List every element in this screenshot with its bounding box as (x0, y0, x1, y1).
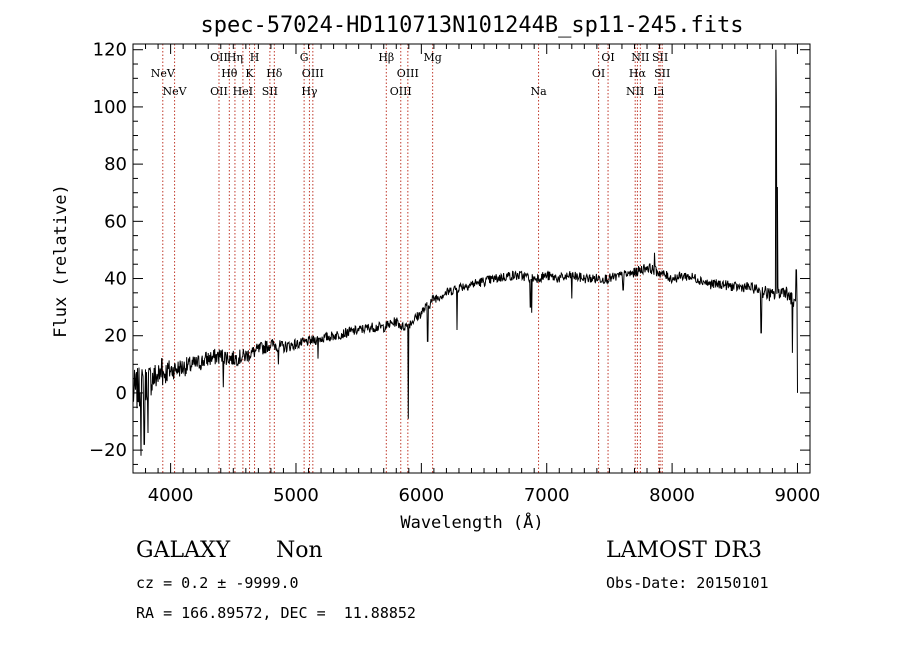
obs-date: Obs-Date: 20150101 (606, 574, 769, 592)
y-tick-label: 100 (93, 97, 127, 118)
line-marker-label: SII (654, 67, 670, 80)
object-subclass: Non (276, 538, 323, 563)
line-marker-label: NeV (163, 85, 188, 98)
line-marker-label: OI (601, 51, 614, 64)
line-marker-label: OI (592, 67, 605, 80)
x-tick-label: 4000 (148, 485, 194, 506)
y-tick-label: 80 (104, 154, 127, 175)
chart-title: spec-57024-HD110713N101244B_sp11-245.fit… (200, 13, 743, 38)
line-marker-label: Hθ (221, 67, 238, 80)
line-marker-label: Na (530, 85, 547, 98)
y-tick-label: 60 (104, 211, 127, 232)
line-marker-label: Hδ (266, 67, 283, 80)
x-tick-label: 5000 (273, 485, 319, 506)
y-tick-label: 40 (104, 269, 127, 290)
x-tick-label: 9000 (775, 485, 821, 506)
line-marker-label: NII (626, 85, 644, 98)
y-tick-label: 0 (116, 383, 127, 404)
line-marker-label: Hη (227, 51, 243, 64)
x-tick-label: 8000 (649, 485, 695, 506)
line-marker-label: OII (210, 51, 228, 64)
y-tick-label: 120 (93, 40, 127, 61)
line-marker-label: Mg (423, 51, 441, 64)
line-marker-label: OII (210, 85, 228, 98)
line-marker-label: HeI (233, 85, 253, 98)
x-axis-ticks: 4000 5000 6000 7000 8000 9000 (132, 44, 821, 506)
x-axis-label: Wavelength (Å) (400, 511, 543, 533)
line-marker-label: Hα (629, 67, 647, 80)
x-tick-label: 7000 (524, 485, 570, 506)
coordinates-text: RA = 166.89572, DEC = 11.88852 (136, 604, 416, 622)
y-axis-label: Flux (relative) (51, 184, 71, 338)
line-marker-label: NII (631, 51, 649, 64)
line-marker-label: G (300, 51, 309, 64)
line-marker-label: Hβ (378, 51, 394, 64)
line-marker-label: Li (653, 85, 664, 98)
y-tick-label: 20 (104, 326, 127, 347)
y-axis-ticks: −20 0 20 40 60 80 100 120 (89, 40, 810, 465)
line-marker-label: SII (652, 51, 668, 64)
spectrum-series (132, 49, 798, 456)
line-marker-label: Hγ (301, 85, 318, 98)
y-tick-label: −20 (89, 440, 127, 461)
line-marker-label: SII (262, 85, 278, 98)
redshift-text: cz = 0.2 ± -9999.0 (136, 574, 299, 592)
line-marker-label: OIII (397, 67, 419, 80)
line-marker-label: H (250, 51, 260, 64)
object-class: GALAXY (136, 538, 231, 563)
line-marker-label: NeV (151, 67, 176, 80)
line-marker-label: K (245, 67, 254, 80)
line-markers (162, 44, 663, 473)
line-marker-label: OIII (390, 85, 412, 98)
line-marker-label: OIII (302, 67, 324, 80)
spectrum-line (132, 49, 798, 456)
survey-name: LAMOST DR3 (606, 538, 762, 563)
x-tick-label: 6000 (398, 485, 444, 506)
